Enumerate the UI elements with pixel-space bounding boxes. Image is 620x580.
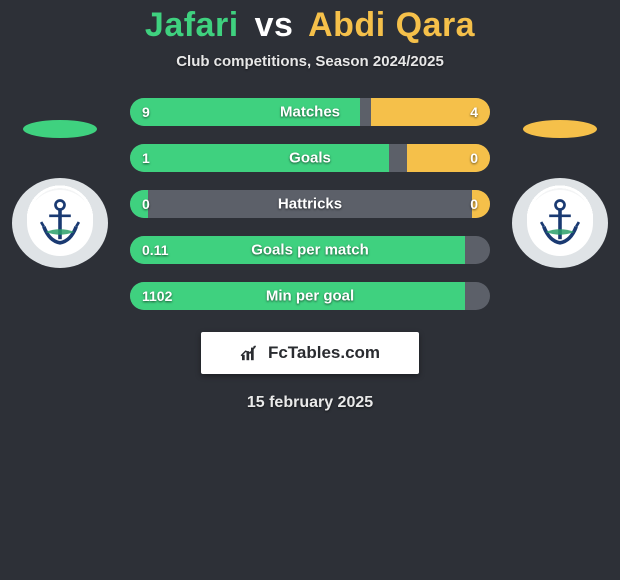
vs-label: vs bbox=[255, 6, 294, 44]
stat-value-left: 0.11 bbox=[142, 242, 168, 258]
stat-value-left: 1102 bbox=[142, 288, 172, 304]
bar-left bbox=[130, 144, 389, 172]
stat-label: Min per goal bbox=[266, 288, 354, 305]
stat-value-left: 9 bbox=[142, 104, 150, 120]
footer-date: 15 february 2025 bbox=[0, 394, 620, 412]
stat-row: Matches 9 4 bbox=[130, 98, 490, 126]
content: Matches 9 4 Goals 1 0 Hattricks 0 0 Goals per mat… bbox=[0, 98, 620, 412]
stat-value-right: 0 bbox=[470, 150, 478, 166]
stat-row: Min per goal 1102 bbox=[130, 282, 490, 310]
stat-rows: Matches 9 4 Goals 1 0 Hattricks 0 0 Goals per mat… bbox=[130, 98, 490, 310]
brand-text: FcTables.com bbox=[268, 343, 380, 363]
stat-label: Matches bbox=[280, 104, 340, 121]
player1-name: Jafari bbox=[145, 6, 239, 44]
stat-value-left: 1 bbox=[142, 150, 150, 166]
comparison-title: Jafari vs Abdi Qara bbox=[0, 6, 620, 45]
stat-value-left: 0 bbox=[142, 196, 150, 212]
stat-value-right: 4 bbox=[470, 104, 478, 120]
stat-row: Hattricks 0 0 bbox=[130, 190, 490, 218]
stat-value-right: 0 bbox=[470, 196, 478, 212]
stat-label: Hattricks bbox=[278, 196, 342, 213]
brand-chart-icon bbox=[240, 344, 262, 362]
stat-row: Goals 1 0 bbox=[130, 144, 490, 172]
subtitle: Club competitions, Season 2024/2025 bbox=[0, 53, 620, 70]
stat-row: Goals per match 0.11 bbox=[130, 236, 490, 264]
header: Jafari vs Abdi Qara Club competitions, S… bbox=[0, 0, 620, 70]
stat-label: Goals bbox=[289, 150, 331, 167]
brand-box: FcTables.com bbox=[201, 332, 419, 374]
stat-label: Goals per match bbox=[251, 242, 369, 259]
player2-name: Abdi Qara bbox=[308, 6, 475, 44]
